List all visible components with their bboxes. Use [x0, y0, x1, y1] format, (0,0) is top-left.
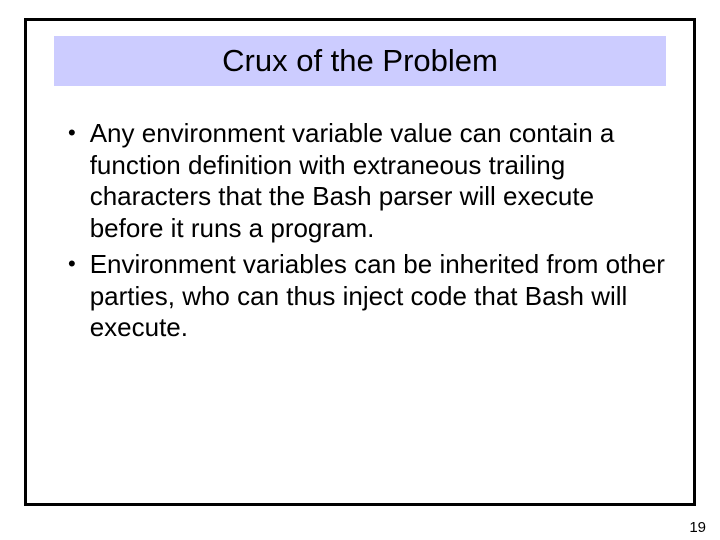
- bullet-text: Environment variables can be inherited f…: [90, 249, 668, 344]
- list-item: • Any environment variable value can con…: [68, 118, 668, 245]
- page-number: 19: [689, 519, 706, 536]
- bullet-list: • Any environment variable value can con…: [68, 118, 668, 348]
- bullet-marker-icon: •: [68, 253, 76, 275]
- title-bar: Crux of the Problem: [54, 36, 666, 86]
- bullet-marker-icon: •: [68, 122, 76, 144]
- bullet-text: Any environment variable value can conta…: [90, 118, 668, 245]
- list-item: • Environment variables can be inherited…: [68, 249, 668, 344]
- slide-container: Crux of the Problem • Any environment va…: [0, 0, 720, 540]
- slide-title: Crux of the Problem: [222, 43, 498, 79]
